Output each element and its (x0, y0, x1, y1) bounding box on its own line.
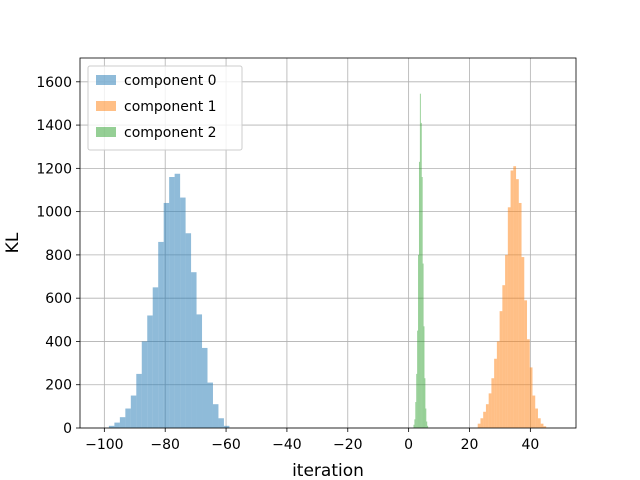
y-axis: 0 200 400 600 800 1000 1200 1400 1600 (36, 75, 80, 437)
series-2 (413, 93, 429, 428)
histogram-bar (218, 418, 224, 428)
histogram-bar (421, 177, 423, 428)
legend: component 0 component 1 component 2 (87, 65, 243, 151)
histogram-bar (516, 179, 519, 428)
y-tick-label: 0 (63, 421, 72, 437)
series-0 (108, 173, 230, 428)
histogram-bar (180, 197, 186, 428)
legend-box (87, 65, 243, 151)
histogram-bar (505, 254, 508, 428)
y-axis-label: KL (3, 232, 23, 253)
histogram-bar (174, 173, 181, 428)
histogram-bar (119, 417, 126, 428)
y-tick-label: 1200 (36, 161, 72, 177)
y-tick-label: 800 (45, 248, 72, 264)
histogram-bar (416, 373, 418, 428)
histogram-bar (494, 358, 497, 428)
histogram-bar (521, 257, 525, 428)
x-axis-label: iteration (292, 461, 364, 480)
histogram-bar (223, 425, 230, 428)
histogram-bar (414, 419, 416, 428)
x-tick-label: −20 (333, 437, 363, 453)
x-tick-label: 40 (521, 437, 539, 453)
histogram-bar (488, 393, 492, 428)
x-axis: −100 −80 −60 −40 −20 0 20 40 (85, 428, 539, 453)
histogram-bar (185, 233, 192, 428)
histogram-bar (483, 411, 486, 428)
histogram-bar (535, 408, 538, 428)
histogram-bar (163, 202, 170, 428)
histogram-bar (491, 378, 495, 428)
legend-swatch (96, 101, 116, 111)
histogram-bar (415, 402, 417, 428)
histogram-bar (510, 170, 514, 428)
histogram-bar (417, 330, 419, 428)
histogram-bar (543, 426, 547, 428)
histogram-bar (202, 347, 208, 428)
histogram-bar (158, 241, 164, 428)
histogram-bar (427, 425, 429, 428)
histogram-bar (130, 395, 137, 428)
legend-label: component 2 (124, 125, 217, 141)
histogram-bar (418, 161, 420, 428)
histogram-bar (485, 404, 489, 428)
histogram-bar (499, 311, 503, 428)
histogram-bar (477, 423, 481, 428)
histogram-bar (496, 341, 500, 428)
x-tick-label: −60 (211, 437, 241, 453)
histogram-bar (125, 408, 131, 428)
histogram-bar (524, 300, 528, 428)
x-tick-label: 20 (461, 437, 479, 453)
histogram-bar (147, 315, 153, 428)
y-tick-label: 400 (45, 334, 72, 350)
histogram-bar (420, 122, 422, 428)
histogram-bar (212, 404, 219, 428)
histogram-bar (502, 285, 506, 428)
histogram-bar (518, 202, 522, 428)
histogram-bar (422, 263, 424, 428)
histogram-bar (507, 207, 511, 428)
histogram-bar (532, 395, 536, 428)
histogram-bar (426, 421, 428, 428)
histogram-bar (169, 177, 175, 428)
histogram-bar (480, 418, 484, 428)
y-tick-label: 1000 (36, 205, 72, 221)
y-tick-label: 1400 (36, 118, 72, 134)
histogram-bar (196, 314, 203, 428)
x-tick-label: −100 (85, 437, 123, 453)
histogram-bar (529, 367, 533, 428)
histogram-bar (207, 382, 213, 428)
series-1 (477, 166, 547, 428)
histogram-bar (413, 424, 415, 428)
legend-swatch (96, 75, 116, 85)
legend-swatch (96, 127, 116, 137)
histogram-bar (537, 418, 541, 428)
y-tick-label: 1600 (36, 75, 72, 91)
x-tick-label: −80 (150, 437, 180, 453)
histogram-bar (513, 166, 517, 428)
legend-label: component 1 (124, 99, 217, 115)
plot-frame (79, 57, 577, 429)
y-tick-label: 600 (45, 291, 72, 307)
histogram-bar (419, 93, 421, 428)
histogram-bar (425, 408, 427, 428)
histogram-bar (108, 425, 115, 428)
histogram-bar (152, 287, 159, 428)
histogram-bar (114, 422, 120, 428)
x-tick-label: 0 (404, 437, 413, 453)
y-tick-label: 200 (45, 378, 72, 394)
x-tick-label: −40 (272, 437, 302, 453)
histogram-bar (418, 254, 419, 428)
histogram-bar (136, 373, 142, 428)
histogram-bar (423, 326, 425, 428)
histogram-bar (141, 341, 148, 428)
legend-label: component 0 (124, 73, 217, 89)
histogram-bar (191, 272, 197, 428)
histogram-bar (424, 378, 426, 428)
bars (108, 93, 547, 428)
histogram-bar (540, 423, 544, 428)
histogram-bar (527, 339, 530, 428)
